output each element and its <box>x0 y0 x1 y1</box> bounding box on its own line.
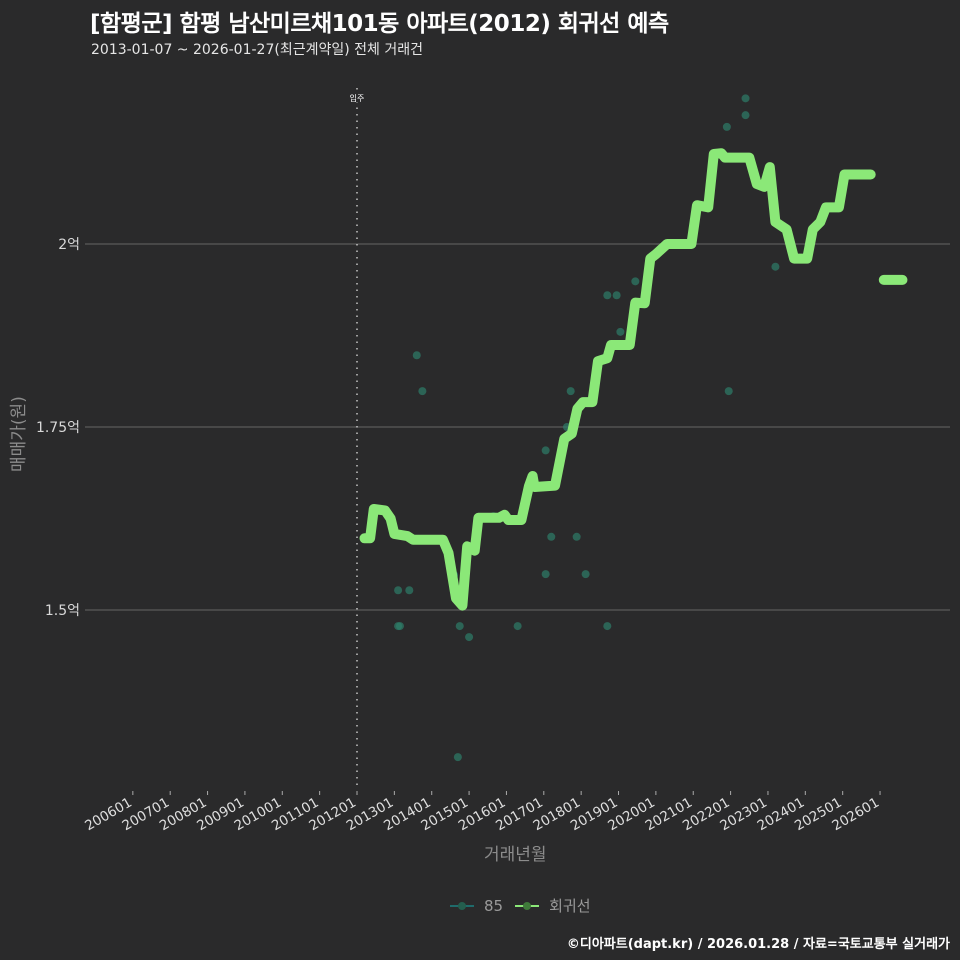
scatter-point <box>412 351 421 360</box>
y-tick-label: 1.5억 <box>45 603 80 619</box>
legend-item-regression: 회귀선 <box>515 895 591 916</box>
scatter-point <box>541 446 550 455</box>
legend-key-scatter-icon <box>450 900 474 912</box>
scatter-point <box>465 633 474 642</box>
chart-subtitle: 2013-01-07 ~ 2026-01-27(최근계약일) 전체 거래건 <box>91 42 423 58</box>
scatter-point <box>405 586 414 595</box>
scatter-point <box>572 532 581 541</box>
scatter-point <box>741 94 750 103</box>
scatter-point <box>741 111 750 120</box>
scatter-point <box>722 122 731 131</box>
scatter-point <box>603 622 612 631</box>
chart-title: [함평군] 함평 남산미르채101동 아파트(2012) 회귀선 예측 <box>90 11 669 37</box>
legend-label-85: 85 <box>484 896 504 915</box>
scatter-point <box>394 586 403 595</box>
scatter-point <box>603 291 612 300</box>
y-tick-label: 2억 <box>58 237 80 253</box>
scatter-point <box>724 387 733 396</box>
scatter-point <box>771 262 780 271</box>
regression-line <box>359 148 876 611</box>
scatter-point <box>395 622 404 631</box>
scatter-point <box>418 387 427 396</box>
scatter-point <box>566 387 575 396</box>
legend-key-line-icon <box>515 900 540 912</box>
scatter-point <box>616 327 625 336</box>
legend: 85 회귀선 <box>450 895 595 916</box>
scatter-point <box>631 277 640 286</box>
legend-item-85: 85 <box>450 897 503 915</box>
x-axis-title: 거래년월 <box>484 845 547 865</box>
scatter-point <box>513 622 522 631</box>
footer-credit: ©디아파트(dapt.kr) / 2026.01.28 / 자료=국토교통부 실… <box>566 937 950 952</box>
move-in-label-bg <box>348 92 366 102</box>
scatter-point <box>541 570 550 579</box>
scatter-point <box>581 570 590 579</box>
y-tick-label: 1.75억 <box>36 420 80 436</box>
scatter-point <box>453 753 462 762</box>
scatter-point <box>455 622 464 631</box>
scatter-point <box>612 291 621 300</box>
move-in-label: 입주 <box>350 94 365 103</box>
scatter-point <box>547 532 556 541</box>
legend-label-regression: 회귀선 <box>549 897 591 915</box>
